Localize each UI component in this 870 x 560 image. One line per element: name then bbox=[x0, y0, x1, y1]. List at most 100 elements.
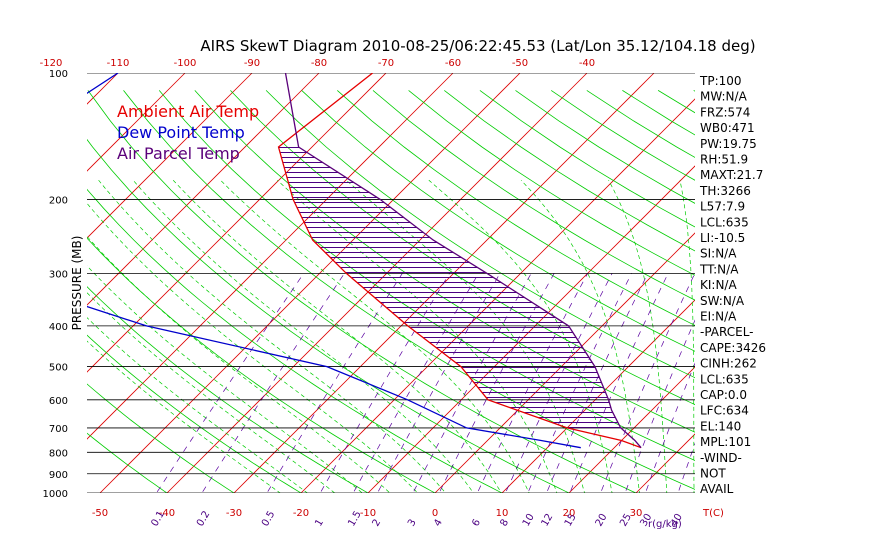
legend-entry: Ambient Air Temp bbox=[117, 102, 259, 121]
index-entry: MW:N/A bbox=[700, 90, 748, 104]
isotherm-line bbox=[87, 73, 320, 306]
index-entry: -WIND- bbox=[700, 451, 742, 465]
grid-lines bbox=[0, 73, 870, 493]
moist-adiabat-line bbox=[98, 179, 447, 493]
index-entry: PW:19.75 bbox=[700, 137, 757, 151]
mixing-ratio-line bbox=[412, 273, 532, 493]
dry-adiabat-line bbox=[301, 90, 695, 352]
isotherm-line bbox=[367, 165, 695, 493]
legend-entry: Air Parcel Temp bbox=[117, 144, 240, 163]
top-temp-tick-label: -110 bbox=[107, 58, 130, 69]
index-entry: CINH:262 bbox=[700, 357, 757, 371]
pressure-tick-label: 200 bbox=[49, 195, 68, 206]
pressure-tick-label: 800 bbox=[49, 448, 68, 459]
index-entry: TT:N/A bbox=[699, 262, 739, 276]
top-temp-tick-label: -80 bbox=[311, 58, 327, 69]
top-temp-tick-label: -70 bbox=[378, 58, 394, 69]
bottom-temp-tick-label: -20 bbox=[293, 508, 309, 519]
mixing-ratio-line bbox=[677, 442, 695, 493]
dry-adiabat-line bbox=[87, 90, 637, 493]
dry-adiabat-line bbox=[408, 90, 695, 276]
moist-adiabat-line bbox=[87, 235, 391, 493]
series-lines bbox=[87, 73, 642, 449]
mixing-ratio-unit-label: r(g/kg) bbox=[648, 519, 682, 530]
mixing-ratio-line bbox=[645, 362, 695, 493]
pressure-tick-label: 100 bbox=[49, 69, 68, 80]
index-entry: AVAIL bbox=[700, 482, 734, 496]
dry-adiabat-line bbox=[87, 138, 570, 493]
moist-adiabat-line bbox=[520, 179, 640, 493]
mixing-ratio-tick-label: 10 bbox=[521, 512, 537, 529]
top-temp-tick-label: -40 bbox=[579, 58, 595, 69]
pressure-tick-label: 600 bbox=[49, 396, 68, 407]
top-temp-tick-label: -60 bbox=[445, 58, 461, 69]
bottom-temp-tick-label: 20 bbox=[563, 508, 576, 519]
dry-adiabat-line bbox=[87, 432, 168, 493]
isotherm-line bbox=[300, 98, 695, 493]
index-entry: KI:N/A bbox=[700, 278, 737, 292]
index-entry: EI:N/A bbox=[700, 310, 737, 324]
moist-adiabat-line bbox=[87, 340, 281, 493]
bottom-temp-tick-label: -50 bbox=[92, 508, 108, 519]
cape-shaded-area bbox=[278, 147, 621, 428]
index-entry: CAP:0.0 bbox=[700, 388, 747, 402]
mixing-ratio-tick-label: 6 bbox=[470, 517, 483, 528]
dry-adiabat-line bbox=[87, 334, 302, 493]
bottom-temp-tick-label: -40 bbox=[159, 508, 175, 519]
mixing-ratio-line bbox=[600, 273, 695, 493]
mixing-ratio-tick-label: 8 bbox=[498, 517, 511, 528]
legend-entry: Dew Point Temp bbox=[117, 123, 245, 142]
isotherm-line bbox=[87, 73, 387, 373]
moist-adiabat-line bbox=[172, 179, 502, 493]
index-entry: MAXT:21.7 bbox=[700, 168, 763, 182]
dry-adiabat-line bbox=[337, 90, 695, 326]
index-entry: L57:7.9 bbox=[700, 200, 745, 214]
top-temp-tick-label: -90 bbox=[244, 58, 260, 69]
isotherm-line bbox=[87, 73, 253, 239]
isotherm-line bbox=[87, 73, 186, 172]
mixing-ratio-tick-label: 0.5 bbox=[260, 509, 277, 528]
bottom-temp-tick-label: 0 bbox=[432, 508, 438, 519]
isotherm-line bbox=[770, 73, 870, 493]
pressure-tick-label: 900 bbox=[49, 470, 68, 481]
bottom-temp-tick-label: -10 bbox=[360, 508, 376, 519]
isotherm-line bbox=[87, 73, 454, 440]
index-entry: SI:N/A bbox=[700, 247, 737, 261]
top-temp-tick-label: -50 bbox=[512, 58, 528, 69]
index-entry: LFC:634 bbox=[700, 404, 749, 418]
isotherm-line bbox=[99, 73, 521, 493]
isotherm-line bbox=[0, 73, 51, 493]
mixing-ratio-line bbox=[377, 273, 501, 493]
series-line-parcel bbox=[284, 73, 642, 449]
series-line-dewpoint bbox=[87, 73, 581, 449]
temp-unit-label: T(C) bbox=[702, 508, 724, 519]
index-entry: CAPE:3426 bbox=[700, 341, 766, 355]
pressure-tick-label: 400 bbox=[49, 322, 68, 333]
mixing-ratio-line bbox=[201, 273, 345, 493]
moist-adiabat-line bbox=[87, 265, 363, 493]
bottom-temp-tick-label: 10 bbox=[496, 508, 509, 519]
series-line-ambient bbox=[277, 73, 642, 449]
index-entry: MPL:101 bbox=[700, 435, 751, 449]
mixing-ratio-line bbox=[624, 319, 695, 493]
mixing-ratio-line bbox=[155, 273, 304, 493]
isotherm-line bbox=[837, 73, 870, 493]
index-entry: EL:140 bbox=[700, 419, 741, 433]
dry-adiabat-line bbox=[265, 90, 695, 379]
mixing-ratio-tick-label: 3 bbox=[406, 517, 419, 528]
dry-adiabat-line bbox=[372, 90, 695, 301]
pressure-tick-label: 500 bbox=[49, 363, 68, 374]
index-entry: LCL:635 bbox=[700, 215, 749, 229]
index-entry: LI:-10.5 bbox=[700, 231, 745, 245]
dry-adiabat-line bbox=[87, 237, 436, 493]
mixing-ratio-line bbox=[319, 273, 450, 493]
pressure-tick-label: 1000 bbox=[43, 489, 68, 500]
mixing-ratio-tick-label: 2 bbox=[371, 517, 384, 528]
moist-adiabat-line bbox=[87, 202, 419, 493]
mixing-ratio-tick-label: 0.2 bbox=[195, 509, 212, 528]
mixing-ratio-line bbox=[505, 273, 613, 493]
index-entry: NOT bbox=[700, 467, 726, 481]
bottom-temp-tick-label: 30 bbox=[630, 508, 643, 519]
index-entry: WB0:471 bbox=[700, 121, 755, 135]
